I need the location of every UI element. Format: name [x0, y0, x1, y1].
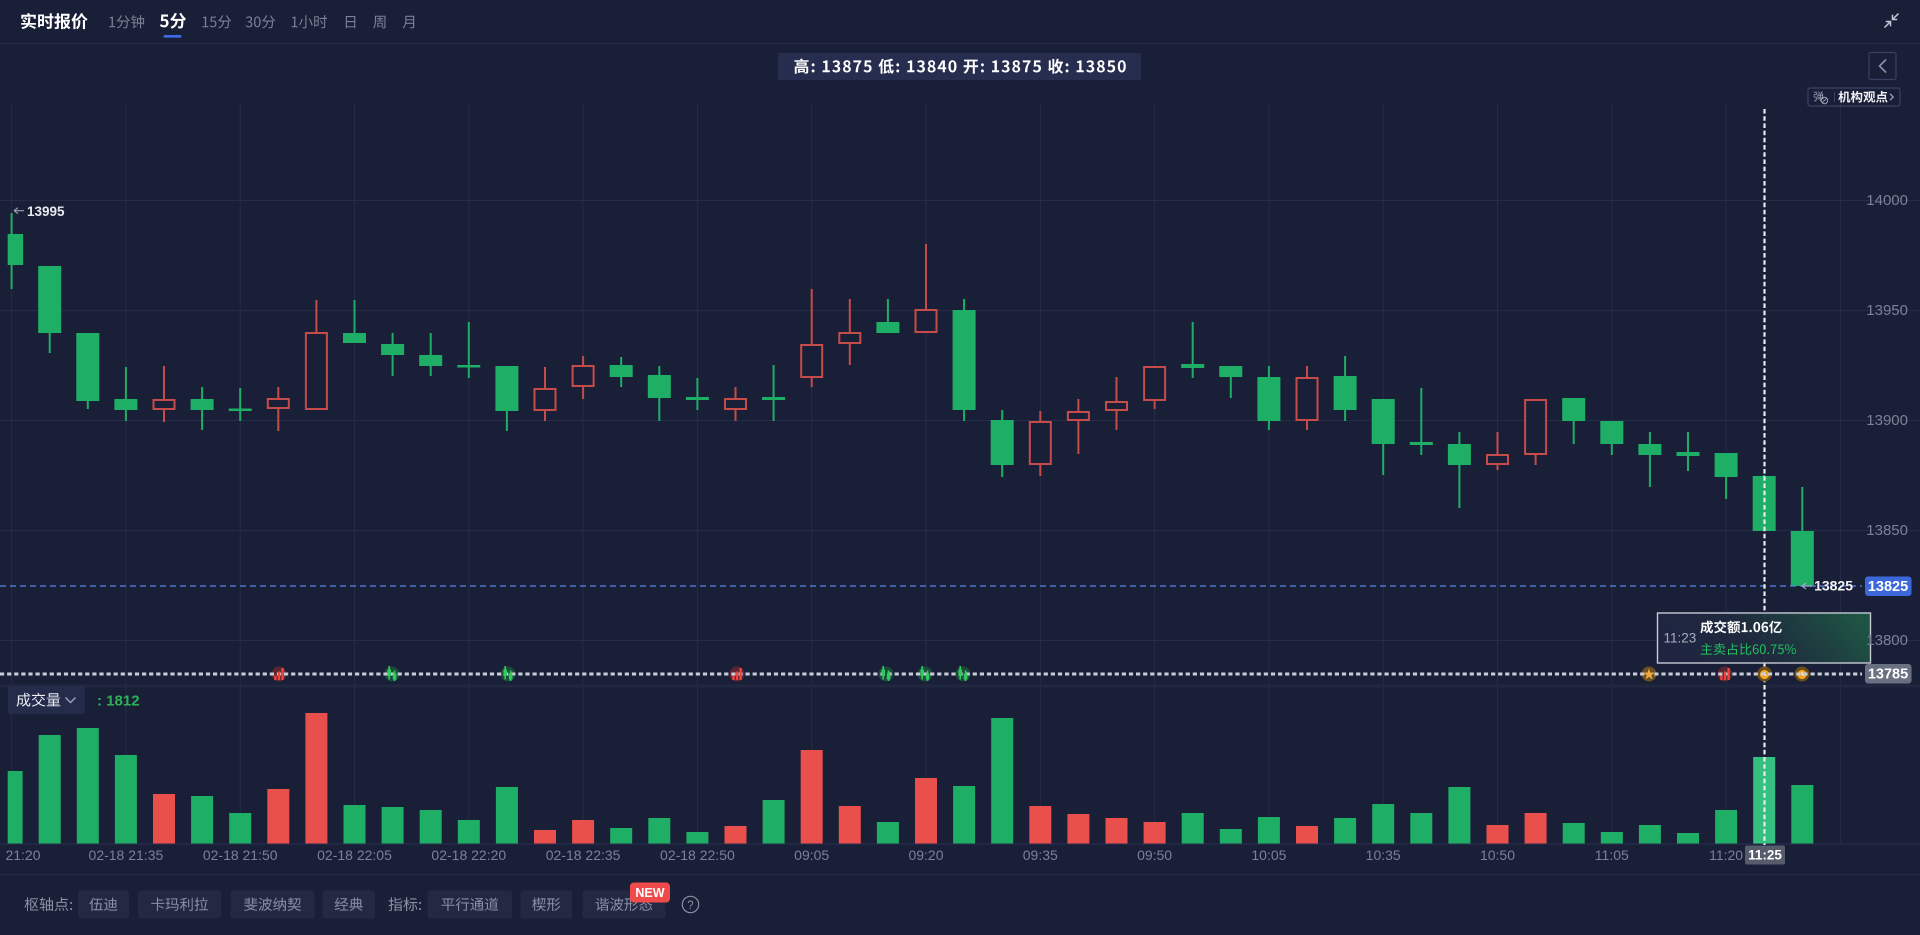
svg-text:13825: 13825	[1868, 579, 1908, 595]
svg-text:11:25: 11:25	[1748, 848, 1782, 863]
svg-text:09:50: 09:50	[1137, 847, 1172, 863]
svg-text:02-18 21:35: 02-18 21:35	[89, 847, 164, 863]
svg-text:09:35: 09:35	[1023, 847, 1058, 863]
svg-text:11:05: 11:05	[1595, 847, 1629, 863]
svg-text:02-18 22:35: 02-18 22:35	[546, 847, 621, 863]
svg-text:14000: 14000	[1866, 192, 1908, 209]
svg-text:13785: 13785	[1868, 667, 1908, 683]
svg-text:13950: 13950	[1866, 302, 1908, 319]
svg-text:10:05: 10:05	[1251, 847, 1286, 863]
svg-text:09:20: 09:20	[908, 847, 943, 863]
svg-text:02-18 22:50: 02-18 22:50	[660, 847, 735, 863]
svg-text:13825: 13825	[1814, 578, 1853, 594]
svg-text:21:20: 21:20	[5, 847, 40, 863]
svg-text:02-18 22:05: 02-18 22:05	[317, 847, 392, 863]
svg-text:13800: 13800	[1866, 632, 1908, 649]
svg-text:NEW: NEW	[635, 886, 664, 900]
svg-text:13900: 13900	[1866, 412, 1908, 429]
svg-text:11:23: 11:23	[1664, 631, 1697, 646]
svg-text:10:35: 10:35	[1366, 847, 1401, 863]
svg-text:02-18 22:20: 02-18 22:20	[431, 847, 506, 863]
svg-text:02-18 21:50: 02-18 21:50	[203, 847, 278, 863]
svg-text:13995: 13995	[27, 204, 65, 219]
svg-text:13850: 13850	[1866, 522, 1908, 539]
svg-text:11:20: 11:20	[1709, 847, 1743, 863]
svg-text:: 1812: : 1812	[97, 693, 140, 710]
svg-text:09:05: 09:05	[794, 847, 829, 863]
svg-text:?: ?	[687, 900, 693, 912]
svg-text:10:50: 10:50	[1480, 847, 1515, 863]
